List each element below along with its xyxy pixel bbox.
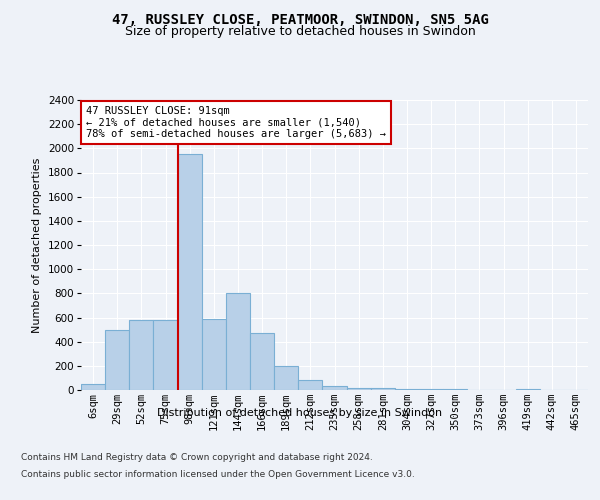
Bar	[371, 388, 395, 390]
Bar	[298, 380, 322, 390]
Bar	[178, 154, 202, 390]
Bar	[105, 330, 129, 390]
Text: 47 RUSSLEY CLOSE: 91sqm
← 21% of detached houses are smaller (1,540)
78% of semi: 47 RUSSLEY CLOSE: 91sqm ← 21% of detache…	[86, 106, 386, 139]
Bar	[129, 320, 154, 390]
Y-axis label: Number of detached properties: Number of detached properties	[32, 158, 42, 332]
Text: Size of property relative to detached houses in Swindon: Size of property relative to detached ho…	[125, 25, 475, 38]
Bar	[347, 388, 371, 390]
Bar	[250, 333, 274, 390]
Bar	[226, 294, 250, 390]
Text: Distribution of detached houses by size in Swindon: Distribution of detached houses by size …	[157, 408, 443, 418]
Bar	[274, 366, 298, 390]
Text: Contains public sector information licensed under the Open Government Licence v3: Contains public sector information licen…	[21, 470, 415, 479]
Text: Contains HM Land Registry data © Crown copyright and database right 2024.: Contains HM Land Registry data © Crown c…	[21, 452, 373, 462]
Text: 47, RUSSLEY CLOSE, PEATMOOR, SWINDON, SN5 5AG: 47, RUSSLEY CLOSE, PEATMOOR, SWINDON, SN…	[112, 12, 488, 26]
Bar	[81, 384, 105, 390]
Bar	[202, 318, 226, 390]
Bar	[154, 320, 178, 390]
Bar	[322, 386, 347, 390]
